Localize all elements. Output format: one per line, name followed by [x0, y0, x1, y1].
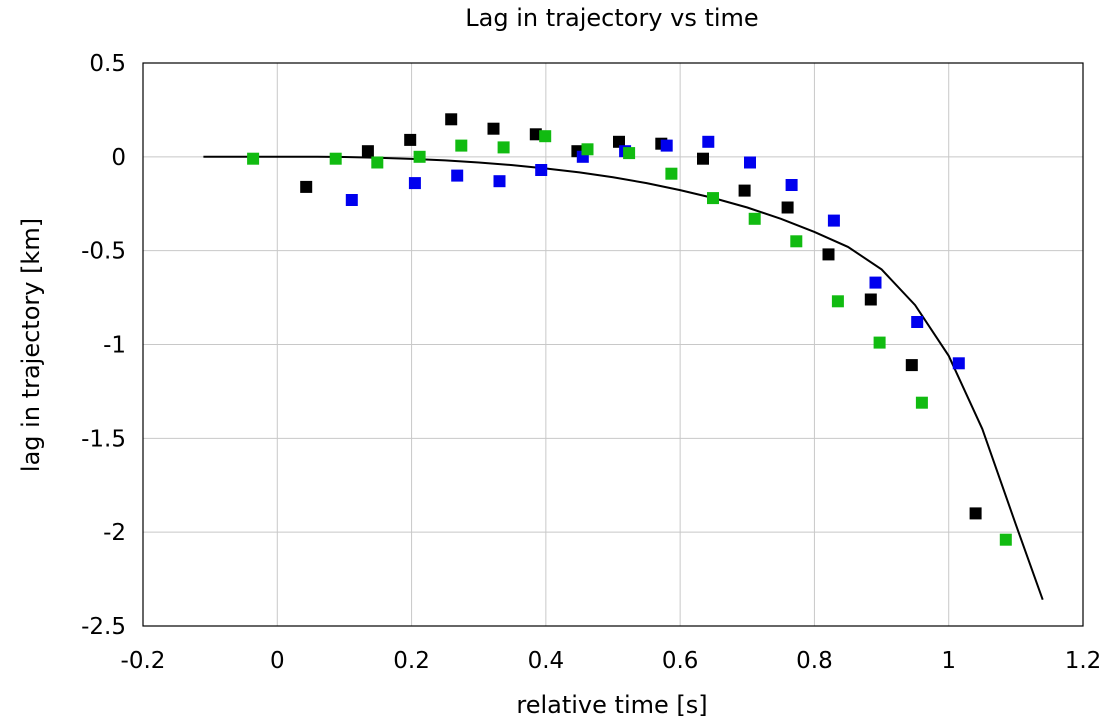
x-tick-label: 0.8 — [796, 648, 833, 674]
x-tick-label: 0.2 — [393, 648, 430, 674]
data-point-series-3 — [497, 141, 510, 154]
x-axis-ticks: -0.2 0 0.2 0.4 0.6 0.8 1 1.2 — [121, 648, 1102, 674]
data-point-series-2 — [451, 169, 464, 182]
x-tick-label: -0.2 — [121, 648, 166, 674]
y-tick-label: -2 — [103, 520, 126, 546]
chart-title: Lag in trajectory vs time — [465, 4, 758, 32]
data-point-series-1 — [300, 180, 313, 193]
x-tick-label: 0 — [270, 648, 285, 674]
data-point-series-1 — [404, 133, 417, 146]
y-tick-label: -0.5 — [81, 239, 126, 265]
data-point-series-3 — [371, 156, 384, 169]
data-point-series-3 — [455, 139, 468, 152]
data-point-series-2 — [869, 276, 882, 289]
data-point-series-3 — [539, 130, 552, 143]
data-point-series-3 — [790, 235, 803, 248]
data-point-series-1 — [529, 128, 542, 141]
data-point-series-1 — [822, 248, 835, 261]
plot-area-frame — [142, 62, 1084, 627]
data-point-series-3 — [665, 167, 678, 180]
data-point-series-3 — [413, 150, 426, 163]
x-tick-label: 1.2 — [1065, 648, 1102, 674]
data-point-series-2 — [345, 194, 358, 206]
data-point-series-1 — [361, 145, 374, 158]
y-axis-ticks: 0.5 0 -0.5 -1 -1.5 -2 -2.5 — [81, 51, 126, 640]
y-tick-label: -1.5 — [81, 426, 126, 452]
data-point-series-1 — [738, 184, 751, 197]
data-point-series-2 — [911, 316, 924, 328]
data-point-series-3 — [999, 533, 1012, 546]
data-point-series-2 — [408, 177, 421, 190]
data-point-series-3 — [915, 396, 928, 409]
data-point-series-3 — [873, 336, 886, 349]
data-point-series-2 — [827, 214, 840, 227]
y-tick-label: 0.5 — [89, 51, 126, 77]
x-tick-label: 0.6 — [662, 648, 699, 674]
data-point-series-1 — [969, 507, 982, 520]
y-tick-label: -1 — [103, 333, 126, 359]
data-point-series-2 — [744, 156, 756, 169]
data-point-series-1 — [905, 359, 918, 372]
data-point-series-2 — [535, 164, 548, 176]
data-point-series-1 — [697, 152, 709, 165]
fit-line-group — [203, 155, 1044, 601]
data-point-series-2 — [785, 179, 798, 191]
data-point-series-1 — [613, 135, 625, 148]
data-point-series-2 — [660, 139, 673, 152]
y-tick-label: 0 — [111, 145, 126, 171]
data-point-series-1 — [864, 293, 877, 306]
data-point-series-1 — [487, 122, 500, 135]
data-point-series-3 — [247, 152, 260, 165]
data-point-series-1 — [781, 201, 794, 214]
data-points — [247, 113, 1012, 546]
x-tick-label: 1 — [941, 648, 956, 674]
data-point-series-3 — [707, 192, 719, 205]
x-axis-label: relative time [s] — [516, 691, 707, 719]
data-point-series-3 — [623, 147, 636, 160]
data-point-series-1 — [445, 113, 458, 126]
y-axis-label: lag in trajectory [km] — [17, 218, 45, 472]
y-tick-label: -2.5 — [81, 614, 126, 640]
data-point-series-2 — [702, 135, 715, 148]
fit-line — [203, 155, 1044, 601]
x-tick-label: 0.4 — [528, 648, 565, 674]
data-point-series-2 — [952, 357, 965, 370]
data-point-series-3 — [831, 295, 844, 308]
data-point-series-2 — [493, 175, 506, 188]
data-point-series-3 — [748, 212, 761, 225]
data-point-series-3 — [329, 152, 342, 165]
data-point-series-3 — [581, 143, 594, 156]
